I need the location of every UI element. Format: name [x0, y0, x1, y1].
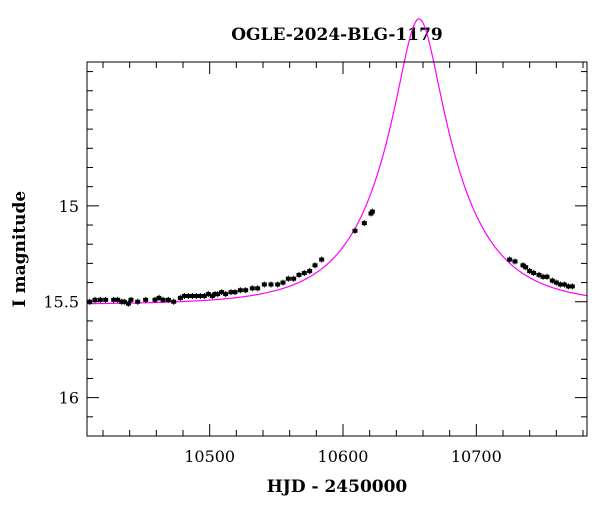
data-point: [177, 295, 183, 300]
data-point: [212, 292, 218, 297]
data-point: [557, 282, 563, 287]
data-point: [209, 293, 215, 298]
x-tick-label: 10700: [451, 447, 502, 466]
data-points: [87, 208, 575, 307]
data-point: [115, 297, 121, 302]
data-point: [301, 270, 307, 275]
data-point: [369, 209, 375, 214]
data-point: [561, 282, 567, 287]
data-point: [565, 284, 571, 289]
data-point: [181, 293, 187, 298]
data-point: [249, 286, 255, 291]
data-point: [553, 280, 559, 285]
tick-labels: 10500 10600 10700 15 15.5 16: [43, 197, 501, 466]
data-point: [237, 288, 243, 293]
y-axis-label: I magnitude: [10, 191, 30, 308]
data-point: [280, 280, 286, 285]
data-point: [549, 278, 555, 283]
data-point: [152, 297, 158, 302]
data-point: [520, 263, 526, 268]
data-point: [160, 297, 166, 302]
data-point: [291, 276, 297, 281]
data-point: [215, 292, 221, 297]
data-point: [125, 301, 131, 306]
y-tick-label: 15: [59, 197, 79, 216]
data-point: [544, 274, 550, 279]
x-tick-label: 10500: [184, 447, 235, 466]
data-point: [352, 228, 358, 233]
data-point: [540, 274, 546, 279]
data-point: [255, 286, 261, 291]
data-point: [232, 290, 238, 295]
plot-frame: [86, 61, 588, 437]
chart-title: OGLE-2024-BLG-1179: [231, 25, 443, 45]
data-point: [156, 295, 162, 300]
data-point: [531, 270, 537, 275]
data-point: [512, 259, 518, 264]
data-point: [228, 290, 234, 295]
x-tick-label: 10600: [318, 447, 369, 466]
data-point: [523, 265, 529, 270]
model-curve: [86, 18, 588, 305]
data-point: [119, 299, 125, 304]
axis-ticks: [87, 62, 587, 437]
data-point: [268, 282, 274, 287]
y-tick-label: 16: [59, 389, 79, 408]
x-axis-label: HJD - 2450000: [267, 477, 408, 497]
data-point: [121, 299, 127, 304]
data-point: [275, 282, 281, 287]
data-point: [92, 297, 98, 302]
data-point: [193, 293, 199, 298]
data-point: [569, 284, 575, 289]
data-point: [128, 297, 134, 302]
data-point: [223, 292, 229, 297]
data-point: [185, 293, 191, 298]
data-point: [319, 257, 325, 262]
data-point: [111, 297, 117, 302]
data-point: [87, 299, 93, 304]
data-point: [201, 293, 207, 298]
data-point: [285, 276, 291, 281]
data-point: [243, 288, 249, 293]
data-point: [103, 297, 109, 302]
y-tick-label: 15.5: [43, 293, 79, 312]
data-point: [261, 282, 267, 287]
data-point: [307, 269, 313, 274]
data-point: [97, 297, 103, 302]
data-point: [197, 293, 203, 298]
data-point: [205, 292, 211, 297]
data-point: [527, 269, 533, 274]
data-point: [135, 299, 141, 304]
data-point: [171, 299, 177, 304]
data-point: [507, 257, 513, 262]
data-point: [143, 297, 149, 302]
data-point: [312, 263, 318, 268]
data-point: [361, 221, 367, 226]
data-point: [165, 297, 171, 302]
data-point: [219, 290, 225, 295]
data-point: [296, 272, 302, 277]
data-point: [536, 272, 542, 277]
data-point: [189, 293, 195, 298]
